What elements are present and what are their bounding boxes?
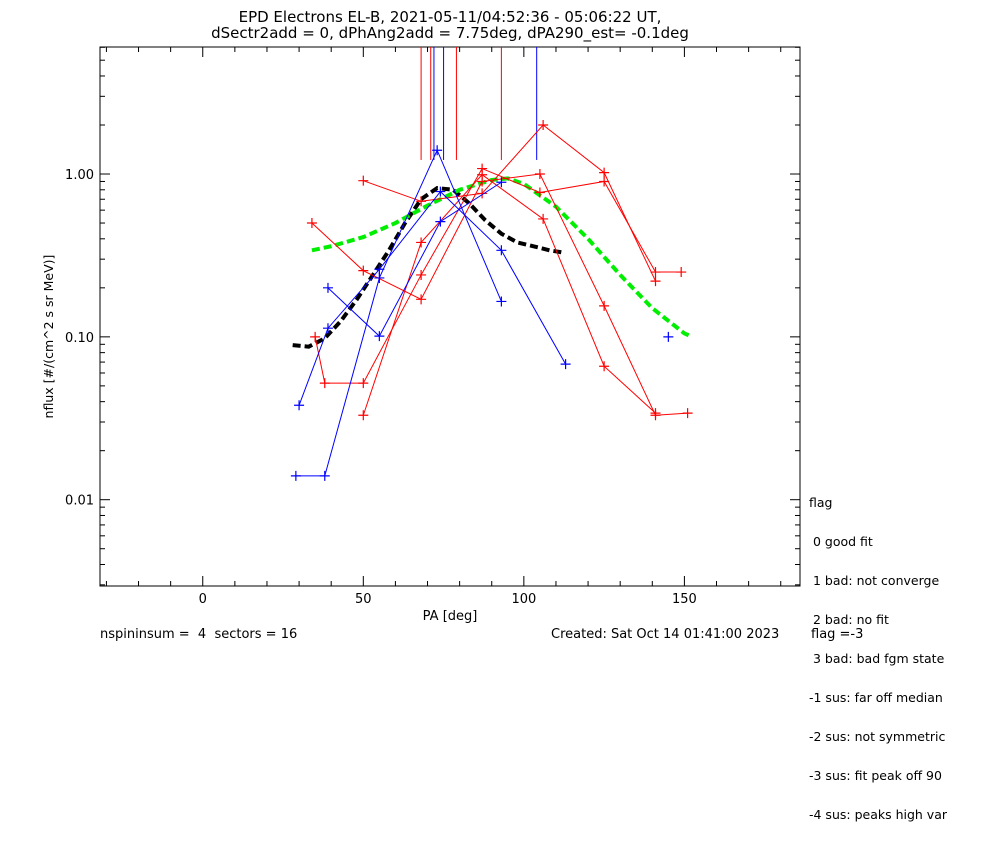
flag-legend: flag 0 good fit 1 bad: not converge 2 ba… (809, 470, 947, 847)
y-tick-label: 0.10 (65, 331, 94, 346)
blue-data-point (435, 186, 446, 197)
red-series-line (311, 173, 688, 416)
chart-title-line1: EPD Electrons EL-B, 2021-05-11/04:52:36 … (238, 8, 662, 26)
legend-item: 1 bad: not converge (809, 573, 940, 588)
legend-item: 3 bad: bad fgm state (809, 651, 945, 666)
blue-data-point (496, 296, 507, 307)
footer-flag: flag =-3 (811, 627, 864, 642)
red-data-point (310, 331, 321, 342)
red-data-point (650, 276, 661, 287)
red-data-point (416, 196, 427, 207)
pitch-angle-plot: 0 50 100 150 0.01 0.10 1.00 PA [deg] nflux [#/(c… (41, 46, 801, 624)
chart-title-line2: dSectr2add = 0, dPhAng2add = 7.75deg, dP… (211, 24, 689, 42)
blue-data-point (496, 177, 507, 188)
blue-data-point (290, 470, 301, 481)
y-axis-label: nflux [#/(cm^2 s sr MeV)] (41, 255, 56, 419)
blue-series-line (295, 148, 502, 477)
plot-data (290, 47, 693, 481)
blue-data-point (663, 331, 674, 342)
legend-item: -2 sus: not symmetric (809, 729, 946, 744)
red-data-point (599, 167, 610, 178)
x-tick-label: 150 (672, 592, 697, 607)
x-tick-label: 0 (199, 592, 207, 607)
footer-spin-info: nspininsum = 4 sectors = 16 (100, 627, 298, 642)
red-data-point (650, 408, 661, 419)
blue-data-point (496, 245, 507, 256)
legend-item: -4 sus: peaks high var (809, 807, 948, 822)
plot-clipped-data (290, 47, 693, 481)
red-data-point (306, 218, 317, 229)
blue-data-point (322, 323, 333, 334)
red-data-point (416, 294, 427, 305)
red-data-point (538, 119, 549, 130)
red-data-point (358, 410, 369, 421)
y-tick-label: 1.00 (65, 168, 94, 183)
blue-series-line (327, 181, 502, 337)
blue-data-point (374, 272, 385, 283)
red-data-point (534, 169, 545, 180)
red-data-point (534, 187, 545, 198)
red-data-point (682, 408, 693, 419)
x-axis-label: PA [deg] (423, 609, 478, 624)
legend-item: 2 bad: no fit (809, 612, 889, 627)
red-data-point (676, 267, 687, 278)
legend-item: 0 good fit (809, 534, 873, 549)
chart-window: EPD Electrons EL-B, 2021-05-11/04:52:36 … (41, 8, 947, 821)
red-data-point (650, 267, 661, 278)
red-data-point (477, 188, 488, 199)
legend-title: flag (809, 495, 833, 510)
blue-data-point (374, 264, 385, 275)
red-data-point (599, 361, 610, 372)
blue-series-line (298, 190, 567, 406)
y-tick-label: 0.01 (65, 494, 94, 509)
red-data-point (416, 269, 427, 280)
red-series-line (362, 174, 656, 416)
red-data-point (599, 176, 610, 187)
red-data-point (358, 175, 369, 186)
blue-data-point (294, 400, 305, 411)
red-data-point (416, 237, 427, 248)
blue-data-point (319, 470, 330, 481)
red-data-point (599, 300, 610, 311)
legend-item: -1 sus: far off median (809, 690, 943, 705)
red-data-point (358, 265, 369, 276)
footer-created: Created: Sat Oct 14 01:41:00 2023 (551, 627, 780, 642)
green-fit-curve (311, 176, 692, 338)
legend-item: -3 sus: fit peak off 90 (809, 768, 942, 783)
red-data-point (538, 213, 549, 224)
red-data-point (319, 378, 330, 389)
black-fit-curve (292, 185, 563, 349)
red-series-line (363, 124, 656, 282)
x-tick-label: 50 (355, 592, 372, 607)
red-data-point (477, 169, 488, 180)
plot-border (99, 46, 801, 587)
plot-frame (99, 46, 801, 587)
blue-data-point (322, 282, 333, 293)
blue-data-point (374, 331, 385, 342)
blue-data-point (435, 216, 446, 227)
blue-data-point (432, 145, 443, 156)
blue-data-point (560, 359, 571, 370)
x-tick-label: 100 (511, 592, 536, 607)
axis-text: 0 50 100 150 0.01 0.10 1.00 PA [deg] nflux [#/(c… (41, 168, 697, 624)
red-data-point (358, 378, 369, 389)
